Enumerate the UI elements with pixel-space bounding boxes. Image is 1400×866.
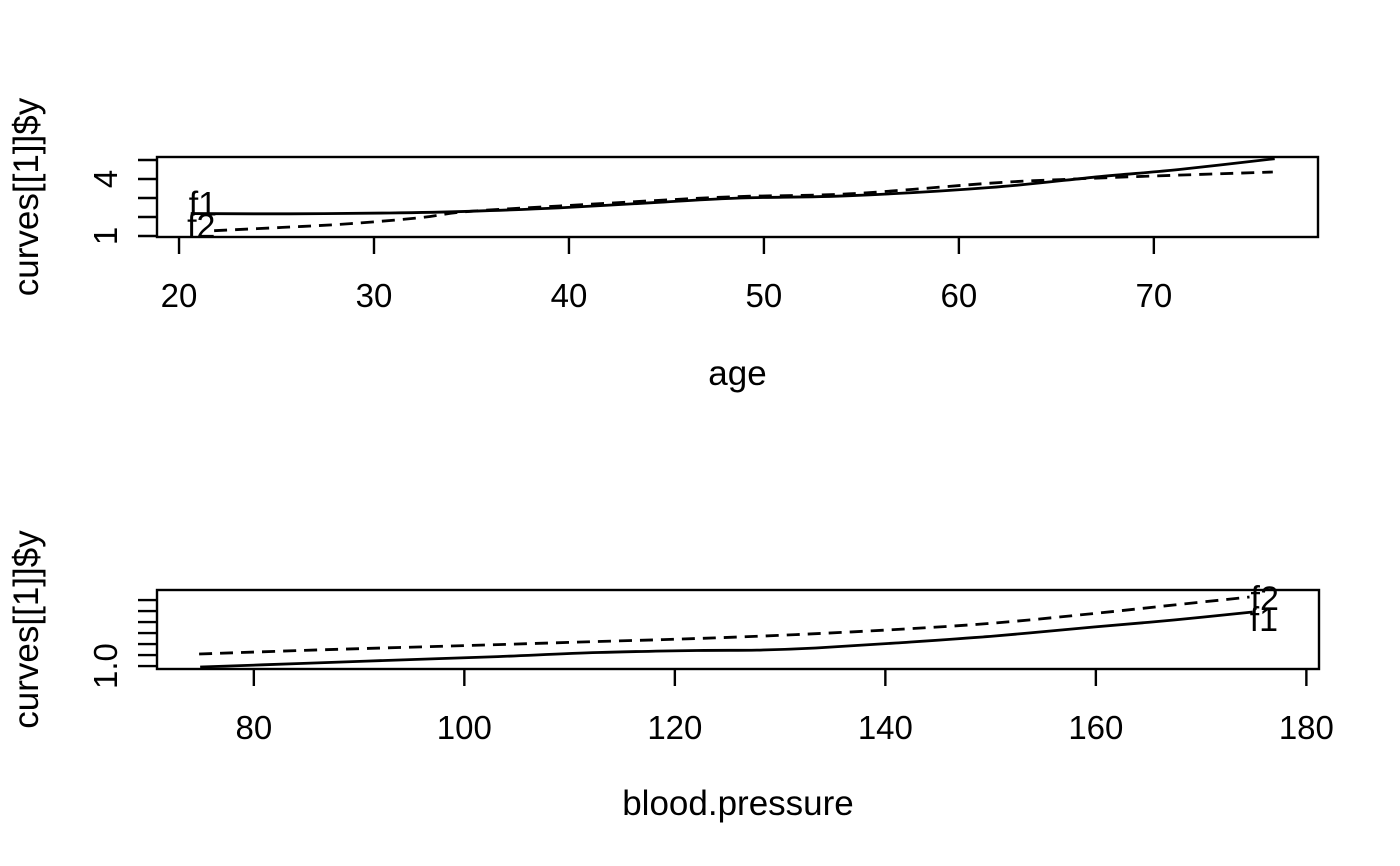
panel-blood.pressure: 80 100 120 140 160 180 1.0 blood.pressure curves… xyxy=(7,530,1334,823)
x-axis-title: blood.pressure xyxy=(622,784,854,823)
y-axis-title: curves[[1]]$y xyxy=(7,97,46,296)
curve-label-f1: f1 xyxy=(189,186,217,224)
x-tick-label: 180 xyxy=(1279,709,1334,746)
x-tick-label: 160 xyxy=(1068,709,1123,746)
y-tick-label: 1 xyxy=(87,227,124,245)
curve-f1-solid xyxy=(190,157,1275,216)
y-tick-label: 1.0 xyxy=(87,643,124,689)
x-tick-label: 120 xyxy=(647,709,702,746)
x-tick-label: 40 xyxy=(551,277,588,314)
curve-f1-solid xyxy=(200,610,1253,669)
x-tick-label: 50 xyxy=(746,277,783,314)
x-tick-label: 80 xyxy=(235,709,272,746)
x-tick-label: 140 xyxy=(858,709,913,746)
curve-f2-dashed xyxy=(214,170,1273,233)
curve-label-f1: f1 xyxy=(1250,601,1278,639)
curve-label-f2: f2 xyxy=(187,208,215,246)
x-tick-label: 20 xyxy=(161,277,198,314)
x-axis-title: age xyxy=(708,354,766,393)
x-tick-label: 30 xyxy=(356,277,393,314)
x-tick-label: 100 xyxy=(437,709,492,746)
plot-border xyxy=(155,588,1321,671)
curve-f2-dashed xyxy=(199,595,1250,656)
y-axis-title: curves[[1]]$y xyxy=(7,530,46,729)
curve-label-f2: f2 xyxy=(1251,580,1279,618)
x-tick-label: 70 xyxy=(1135,277,1172,314)
x-tick-label: 60 xyxy=(941,277,978,314)
y-tick-label: 4 xyxy=(87,170,124,188)
